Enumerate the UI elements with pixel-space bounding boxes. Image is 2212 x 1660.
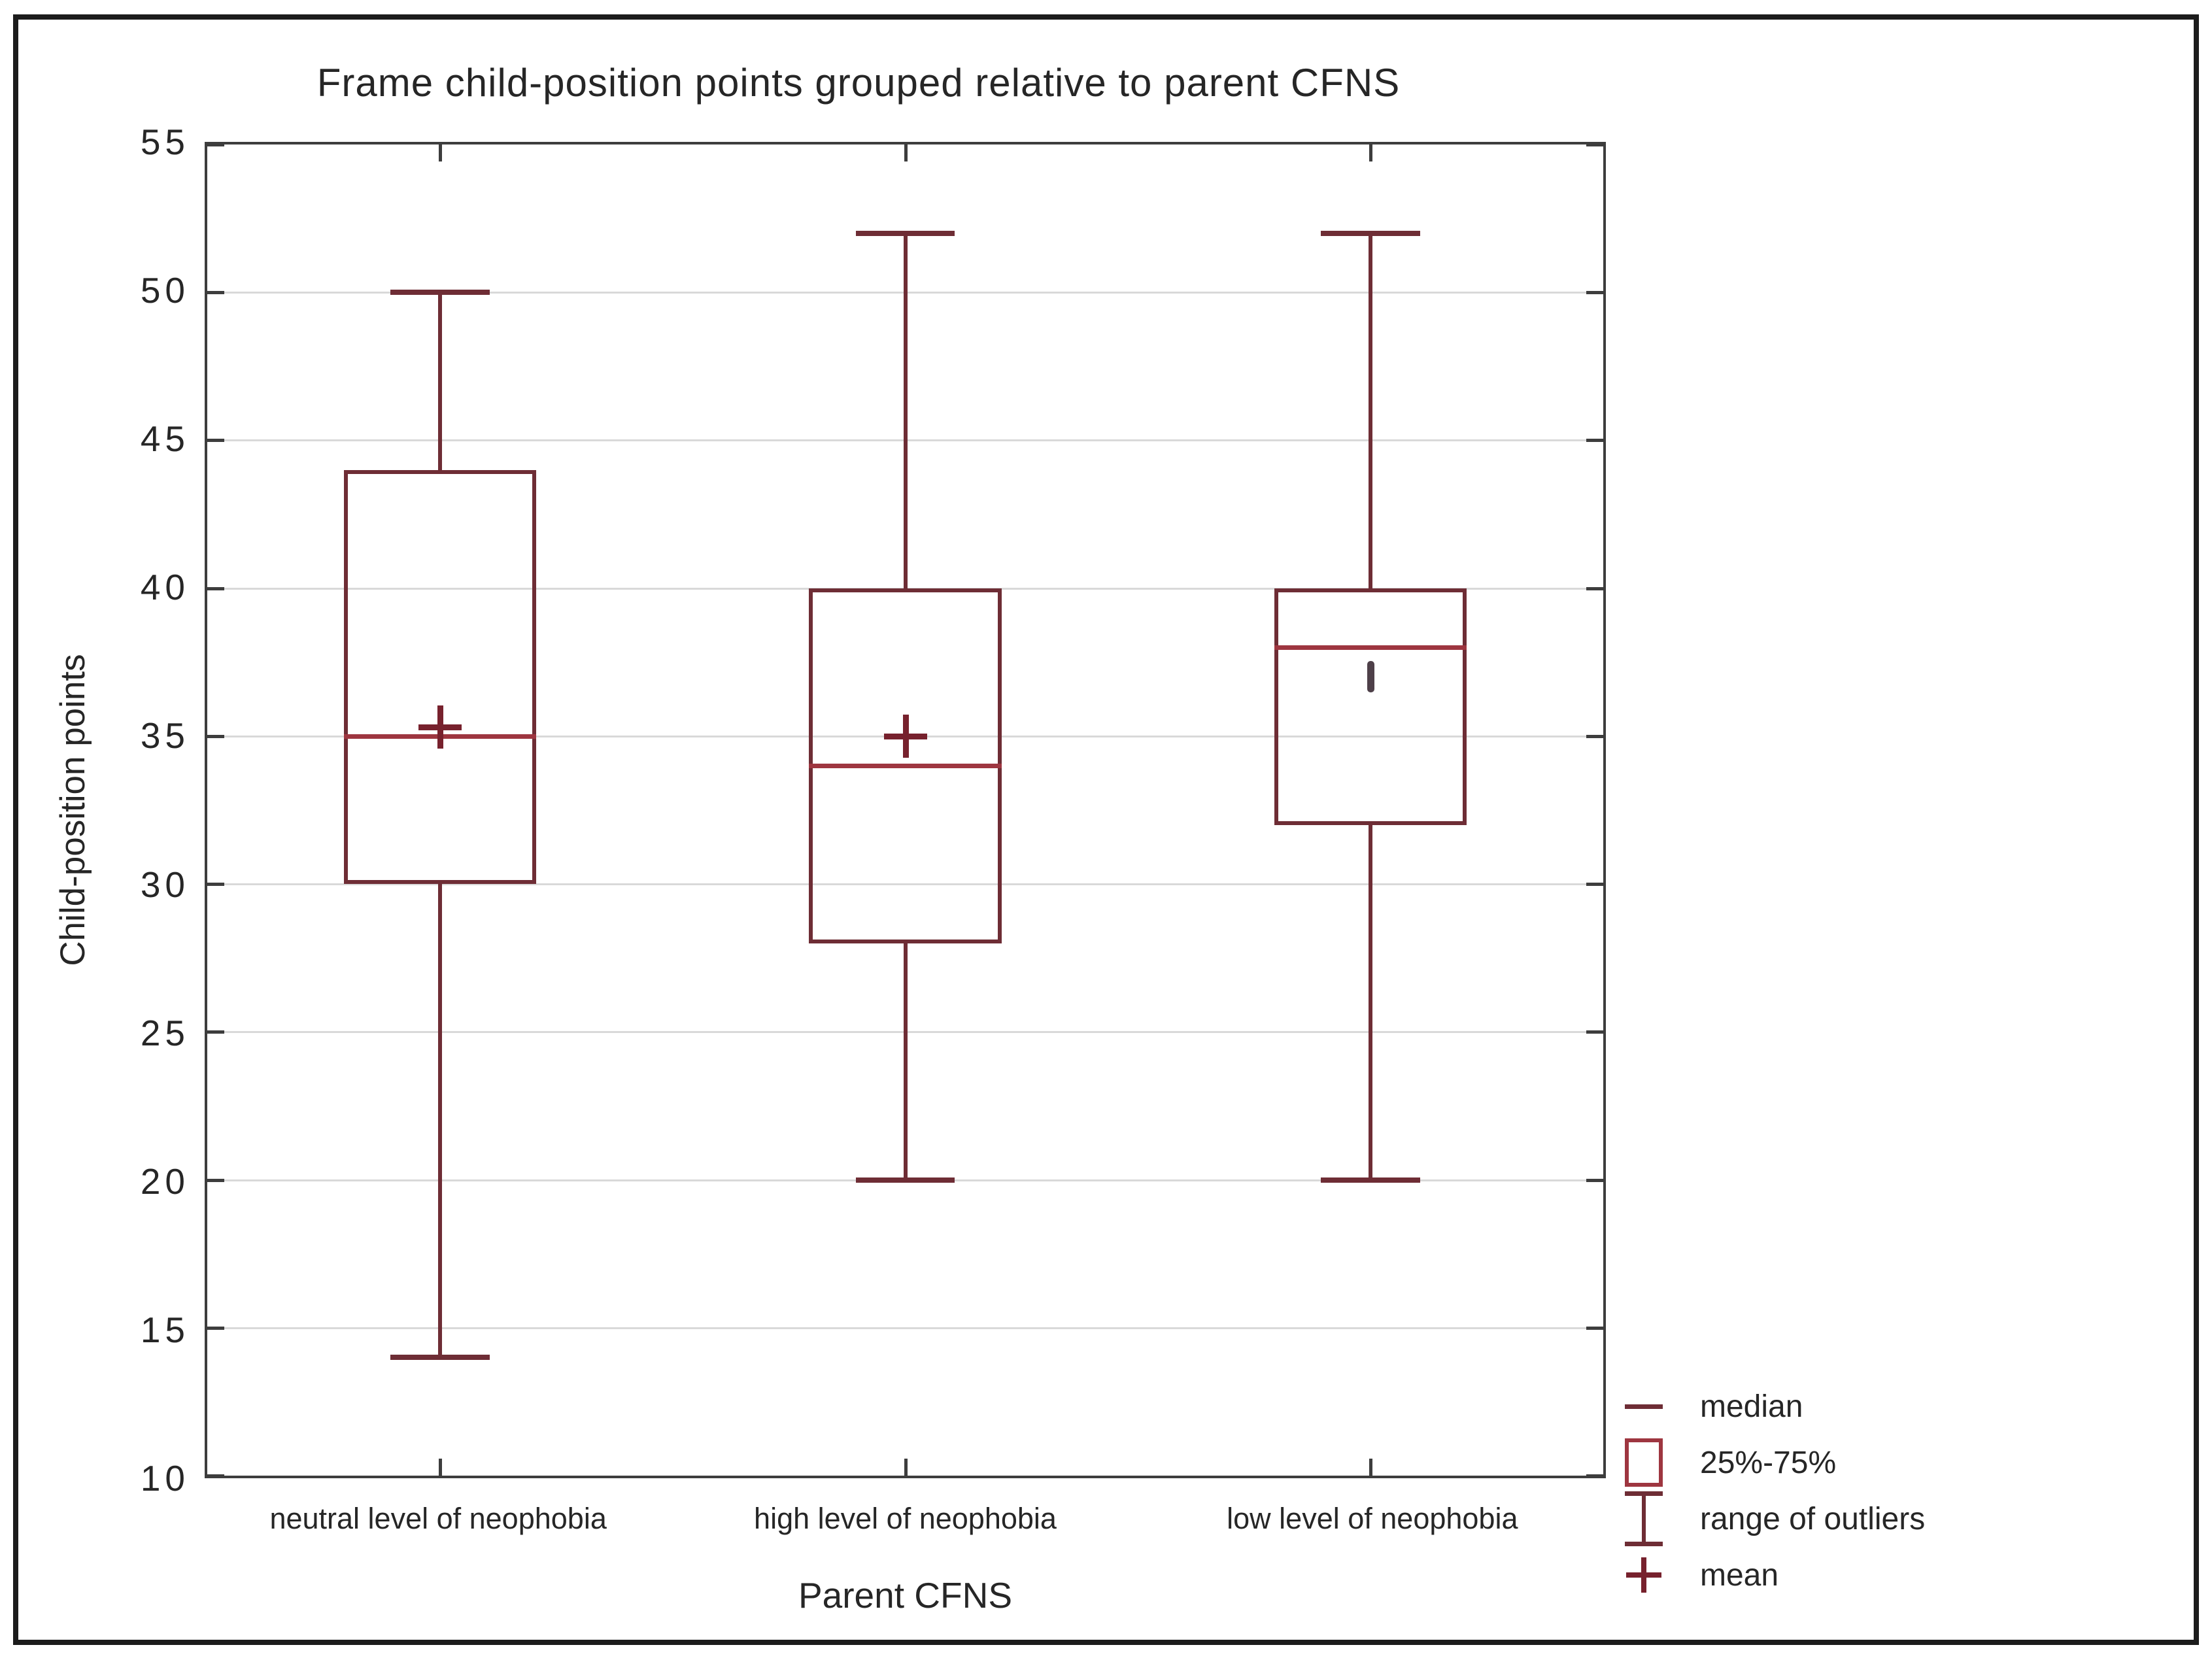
x-axis-title: Parent CFNS	[798, 1575, 1013, 1616]
x-tick-bottom	[438, 1459, 442, 1476]
y-tick-right	[1586, 586, 1603, 590]
y-tick-right	[1586, 1474, 1603, 1478]
legend-item: range of outliers	[1620, 1491, 1925, 1547]
iqr-box	[1274, 588, 1467, 825]
y-axis-tick-label: 30	[140, 864, 190, 905]
whisker-cap-bottom	[1321, 1177, 1420, 1183]
plot-area	[205, 142, 1606, 1478]
iqr-box-icon	[1625, 1438, 1663, 1487]
x-tick-top	[438, 144, 442, 161]
y-axis-tick-label: 20	[140, 1160, 190, 1202]
y-tick-right	[1586, 734, 1603, 738]
y-tick-right	[1586, 439, 1603, 443]
y-tick-right	[1586, 1326, 1603, 1330]
y-axis-tick-label: 45	[140, 418, 190, 460]
median-line	[809, 764, 1002, 769]
y-tick-left	[207, 1030, 224, 1034]
mean-marker	[437, 705, 443, 749]
figure-outer-border	[13, 14, 2199, 1645]
whisker-cap-top	[390, 290, 490, 296]
x-tick-top	[904, 144, 908, 161]
x-axis-category-label: low level of neophobia	[1227, 1502, 1518, 1535]
gridline	[207, 1327, 1603, 1329]
whisker-cap-top	[855, 230, 955, 236]
y-tick-right	[1586, 883, 1603, 887]
whisker-cap-bottom-icon	[1625, 1542, 1663, 1546]
y-tick-left	[207, 1326, 224, 1330]
legend-label: mean	[1700, 1557, 1779, 1593]
legend-symbol-median-line	[1620, 1404, 1667, 1409]
y-axis-tick-label: 25	[140, 1012, 190, 1053]
whisker-upper-line	[1369, 233, 1373, 588]
y-tick-left	[207, 143, 224, 146]
y-tick-right	[1586, 291, 1603, 295]
mean-marker	[902, 714, 909, 758]
y-tick-left	[207, 291, 224, 295]
x-tick-top	[1369, 144, 1373, 161]
whisker-upper-line	[903, 233, 908, 588]
legend-item: median	[1620, 1378, 1925, 1434]
mean-plus-icon	[1626, 1557, 1661, 1593]
median-line-icon	[1625, 1404, 1663, 1409]
y-tick-left	[207, 1474, 224, 1478]
y-axis-tick-label: 50	[140, 270, 190, 311]
legend-label: 25%-75%	[1700, 1445, 1837, 1480]
x-tick-bottom	[1369, 1459, 1373, 1476]
whisker-lower-line	[903, 943, 908, 1180]
x-axis-category-label: neutral level of neophobia	[269, 1502, 607, 1535]
y-axis-tick-label: 10	[140, 1458, 190, 1499]
gridline	[207, 883, 1603, 886]
legend-symbol-mean-plus	[1620, 1557, 1667, 1593]
y-tick-left	[207, 439, 224, 443]
median-line	[1274, 645, 1467, 651]
y-axis-tick-label: 15	[140, 1309, 190, 1350]
y-tick-right	[1586, 143, 1603, 146]
whisker-lower-line	[1369, 824, 1373, 1180]
chart-title: Frame child-position points grouped rela…	[316, 61, 1401, 105]
y-tick-left	[207, 586, 224, 590]
iqr-box	[343, 469, 537, 885]
whisker-cap-top	[1321, 230, 1420, 236]
legend-symbol-whisker-range	[1620, 1491, 1667, 1546]
y-tick-left	[207, 734, 224, 738]
whisker-lower-line	[437, 884, 442, 1358]
plus-vertical-bar	[1641, 1557, 1646, 1593]
whisker-line-icon	[1642, 1493, 1646, 1544]
y-tick-right	[1586, 1030, 1603, 1034]
x-tick-bottom	[904, 1459, 908, 1476]
whisker-range-icon	[1625, 1491, 1663, 1546]
y-axis-tick-label: 40	[140, 567, 190, 608]
mean-marker	[1367, 661, 1375, 693]
whisker-cap-bottom	[390, 1355, 490, 1361]
y-axis-tick-label: 35	[140, 715, 190, 756]
legend-label: range of outliers	[1700, 1501, 1926, 1536]
legend-symbol-iqr-box	[1620, 1438, 1667, 1487]
whisker-cap-bottom	[855, 1177, 955, 1183]
whisker-upper-line	[437, 292, 442, 470]
y-axis-tick-labels: 55 50 45 40 35 30 25 20 15 10	[72, 0, 190, 1660]
legend: median 25%-75% range of outliers mean	[1620, 1378, 1925, 1603]
x-axis-category-label: high level of neophobia	[754, 1502, 1057, 1535]
legend-item: mean	[1620, 1547, 1925, 1603]
y-tick-right	[1586, 1178, 1603, 1182]
legend-item: 25%-75%	[1620, 1434, 1925, 1491]
y-axis-tick-label: 55	[140, 122, 190, 162]
y-tick-left	[207, 883, 224, 887]
y-tick-left	[207, 1178, 224, 1182]
legend-label: median	[1700, 1389, 1803, 1424]
